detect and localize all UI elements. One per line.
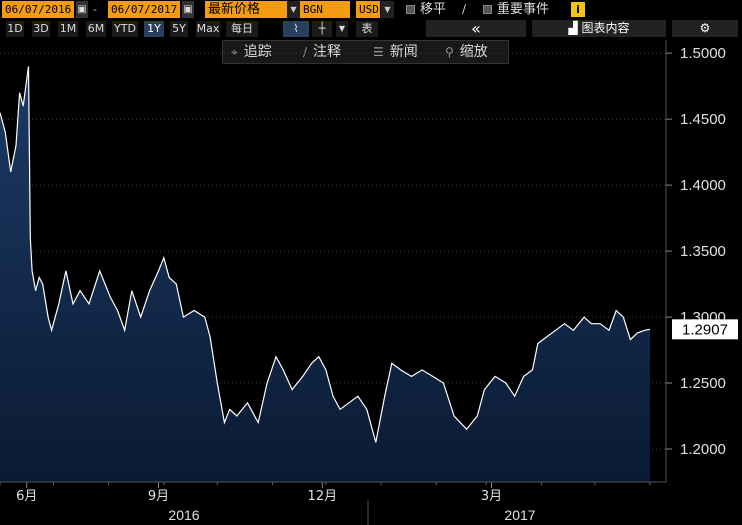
chart-contents-button[interactable]: ▟ 图表内容 bbox=[532, 20, 666, 37]
annotation-toolbar: ⌖ 追踪 ∕ 注释 ☰ 新闻 ⚲ 缩放 bbox=[222, 40, 509, 64]
news-icon: ☰ bbox=[373, 45, 384, 59]
news-button[interactable]: ☰ 新闻 bbox=[373, 41, 418, 63]
y-tick-label: 1.3500 bbox=[680, 243, 726, 260]
bar-chart-icon[interactable]: ┼ bbox=[312, 21, 332, 37]
last-price-value: 1.2907 bbox=[682, 321, 728, 338]
track-button[interactable]: ⌖ 追踪 bbox=[231, 41, 272, 63]
annotate-label: 注释 bbox=[313, 44, 342, 60]
period-max[interactable]: Max bbox=[196, 21, 220, 37]
info-icon[interactable]: i bbox=[571, 2, 585, 17]
chart-contents-label: 图表内容 bbox=[581, 21, 630, 35]
period-1m[interactable]: 1M bbox=[58, 21, 78, 37]
pencil-icon[interactable]: ∕ bbox=[462, 2, 467, 16]
last-price-label: 1.2907 bbox=[672, 319, 738, 340]
period-3d[interactable]: 3D bbox=[32, 21, 50, 37]
x-tick-label: 3月 bbox=[481, 489, 502, 504]
date-separator: - bbox=[93, 3, 97, 16]
news-label: 新闻 bbox=[389, 44, 418, 60]
chevron-down-icon[interactable]: ▼ bbox=[336, 21, 348, 37]
annotate-button[interactable]: ∕ 注释 bbox=[303, 41, 341, 63]
quote-currency-field[interactable]: USD bbox=[356, 1, 380, 18]
zoom-label: 缩放 bbox=[459, 44, 488, 60]
period-toolbar: 1D 3D 1M 6M YTD 1Y 5Y Max 每日 ▼ ⌇ ┼ ▼ 表 «… bbox=[0, 19, 742, 51]
top-toolbar: 06/07/2016 ▣ - 06/07/2017 ▣ 最新价格 ▼ BGN U… bbox=[0, 0, 742, 19]
x-tick-label: 6月 bbox=[16, 489, 37, 504]
price-field-select[interactable]: 最新价格 bbox=[205, 1, 287, 18]
start-date-field[interactable]: 06/07/2016 bbox=[2, 1, 74, 18]
crosshair-icon: ⌖ bbox=[231, 45, 238, 59]
track-label: 追踪 bbox=[243, 44, 272, 60]
y-tick-label: 1.5000 bbox=[680, 45, 726, 62]
x-tick-label: 9月 bbox=[148, 489, 169, 504]
period-ytd[interactable]: YTD bbox=[112, 21, 138, 37]
period-1d[interactable]: 1D bbox=[6, 21, 24, 37]
period-1y[interactable]: 1Y bbox=[144, 21, 164, 37]
gear-icon[interactable]: ⚙ bbox=[672, 20, 738, 37]
events-checkbox[interactable] bbox=[483, 5, 492, 14]
events-label: 重要事件 bbox=[497, 2, 550, 17]
y-tick-label: 1.4500 bbox=[680, 111, 726, 128]
end-date-field[interactable]: 06/07/2017 bbox=[108, 1, 180, 18]
shift-label: 移平 bbox=[420, 2, 447, 17]
y-tick-label: 1.4000 bbox=[680, 177, 726, 194]
chart-icon: ▟ bbox=[568, 21, 582, 35]
period-6m[interactable]: 6M bbox=[86, 21, 106, 37]
last-price-box bbox=[672, 319, 738, 340]
line-chart-icon[interactable]: ⌇ bbox=[283, 21, 309, 37]
price-line bbox=[0, 66, 651, 443]
y-tick-label: 1.2000 bbox=[680, 441, 726, 458]
x-year-label: 2017 bbox=[504, 507, 535, 523]
y-tick-label: 1.2500 bbox=[680, 375, 726, 392]
calendar-icon[interactable]: ▣ bbox=[76, 1, 88, 18]
calendar-icon[interactable]: ▣ bbox=[182, 1, 194, 18]
chevron-down-icon[interactable]: ▼ bbox=[287, 1, 300, 18]
frequency-select[interactable]: 每日 ▼ bbox=[226, 21, 258, 51]
collapse-button[interactable]: « bbox=[426, 20, 526, 37]
x-tick-label: 12月 bbox=[308, 489, 338, 504]
x-year-label: 2016 bbox=[168, 507, 199, 523]
period-5y[interactable]: 5Y bbox=[170, 21, 188, 37]
shift-checkbox[interactable] bbox=[406, 5, 415, 14]
price-area bbox=[0, 66, 650, 483]
pencil-icon: ∕ bbox=[303, 45, 308, 59]
chevron-down-icon[interactable]: ▼ bbox=[381, 1, 394, 18]
zoom-button[interactable]: ⚲ 缩放 bbox=[445, 41, 488, 63]
frequency-label: 每日 bbox=[231, 22, 253, 35]
base-currency-field[interactable]: BGN bbox=[300, 1, 350, 18]
search-icon: ⚲ bbox=[445, 45, 454, 59]
table-button[interactable]: 表 bbox=[356, 21, 378, 37]
